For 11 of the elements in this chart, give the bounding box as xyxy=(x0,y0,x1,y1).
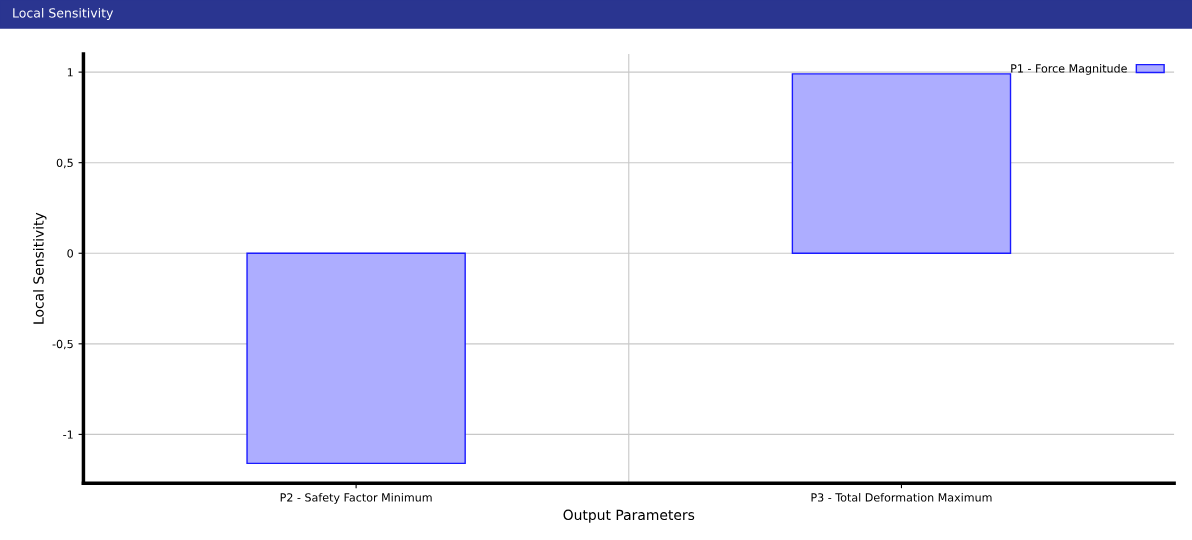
chart-title: Local Sensitivity xyxy=(13,7,114,21)
y-axis-title: Local Sensitivity xyxy=(33,212,47,324)
x-tick-label: P3 - Total Deformation Maximum xyxy=(811,493,992,502)
y-tick-label: -1 xyxy=(63,430,73,439)
y-tick-label: 0 xyxy=(67,249,73,258)
y-tick-label: 0,5 xyxy=(56,158,73,169)
y-tick-label: -0,5 xyxy=(52,339,73,350)
y-tick-label: 1 xyxy=(67,68,73,77)
legend-label: P1 - Force Magnitude xyxy=(1011,64,1127,75)
x-tick-label: P2 - Safety Factor Minimum xyxy=(280,493,432,504)
x-axis-title: Output Parameters xyxy=(563,509,695,523)
